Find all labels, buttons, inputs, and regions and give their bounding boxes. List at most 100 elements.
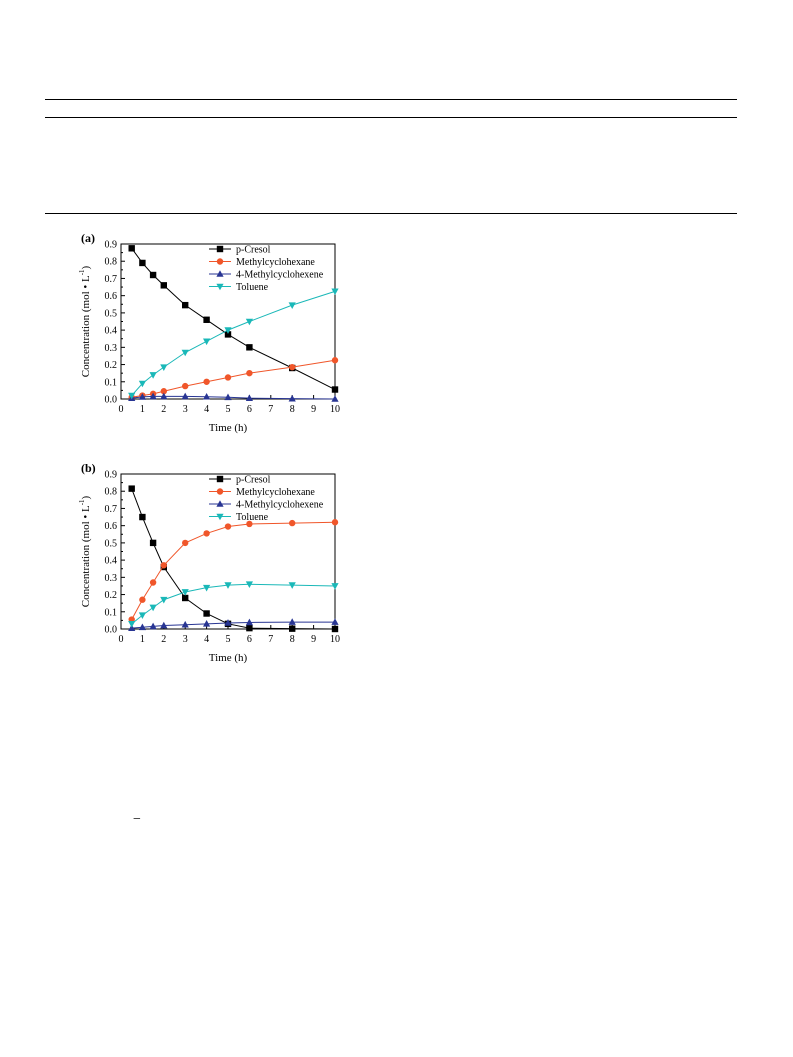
chart-a-data-point — [288, 302, 296, 309]
chart-b-ytick-label: 0.2 — [105, 590, 118, 601]
chart-a-data-point — [203, 392, 211, 400]
chart-b-data-point — [331, 519, 339, 526]
chart-a-legend-entry: p-Cresol — [209, 245, 271, 256]
chart-a-legend-marker — [216, 258, 224, 265]
chart-b-ytick-label: 0.6 — [105, 521, 118, 532]
chart-b-data-point — [224, 582, 232, 589]
chart-b-ytick-label: 0.8 — [105, 487, 118, 498]
chart-b-data-point — [181, 620, 189, 628]
chart-b-legend-marker — [216, 488, 224, 495]
chart-b-ylabel-text: Concentration (mol • L — [80, 505, 92, 607]
chart-b-data-point — [149, 604, 157, 612]
chart-b-data-point — [182, 594, 189, 602]
chart-b-data-point — [331, 625, 339, 633]
chart-a-xlabel: Time (h) — [209, 422, 248, 434]
chart-a-data-point — [181, 349, 189, 357]
chart-a-data-point — [224, 331, 232, 338]
chart-a-series-line — [131, 248, 336, 390]
chart-b: (b) 0.0 0.1 0.2 0.3 0.4 0.5 0.6 0.7 0.8 0.9 0 1 2 3 4 5 6… — [78, 461, 340, 664]
chart-a-data-point — [128, 245, 135, 252]
chart-a-data-point — [139, 259, 146, 267]
chart-b-xtick-label: 3 — [183, 634, 188, 645]
chart-a-ytick-label: 0.1 — [105, 377, 118, 388]
chart-b-data-point — [245, 618, 253, 626]
chart-b-data-point — [246, 520, 253, 528]
top-rule — [45, 99, 737, 100]
chart-b-ytick-label: 0.9 — [105, 470, 118, 481]
chart-b-data-point — [289, 519, 296, 527]
chart-a-ytick-label: 0.5 — [105, 308, 118, 319]
chart-b-data-point — [203, 584, 211, 592]
chart-a-series-2 — [128, 392, 339, 402]
chart-a-ylabel-text: Concentration (mol • L — [80, 275, 92, 377]
chart-a-xtick-label: 7 — [268, 404, 273, 415]
chart-b-ytick-label: 0.5 — [105, 538, 118, 549]
chart-b-ytick-label: 0.7 — [105, 504, 118, 515]
chart-b-xtick-label: 8 — [290, 634, 295, 645]
chart-b-legend-entry: 4-Methylcyclohexene — [209, 500, 324, 511]
chart-a-data-point — [331, 288, 339, 296]
chart-a-series-line — [131, 290, 336, 396]
chart-b-legend-marker — [216, 475, 224, 483]
chart-b-data-point — [149, 579, 157, 586]
chart-b-data-point — [203, 610, 210, 617]
chart-a-xtick-label: 9 — [311, 404, 316, 415]
chart-a-data-point — [182, 382, 189, 390]
chart-a-ytick-label: 0.2 — [105, 360, 118, 371]
chart-a-xtick-label: 3 — [183, 404, 188, 415]
chart-a-data-point — [288, 394, 296, 402]
chart-a-data-point — [203, 378, 210, 385]
chart-b-legend-entry: p-Cresol — [209, 475, 271, 486]
chart-a-legend-label: Toluene — [236, 282, 269, 293]
chart-a-data-point — [203, 316, 210, 323]
chart-a-legend-label: Methylcyclohexane — [236, 257, 315, 268]
chart-b-data-point — [182, 539, 189, 547]
chart-b-data-point — [181, 589, 189, 596]
chart-b-data-point — [289, 625, 296, 632]
chart-b-data-point — [331, 618, 339, 625]
chart-b-xtick-label: 0 — [119, 634, 124, 645]
chart-b-data-point — [139, 596, 146, 603]
chart-a-series-3 — [128, 288, 339, 400]
chart-a-ytick-label: 0.4 — [105, 326, 118, 337]
chart-b-legend-marker — [216, 513, 224, 521]
chart-b-series-line — [131, 521, 336, 620]
chart-b-legend-marker — [216, 500, 224, 507]
chart-b-data-point — [224, 619, 232, 626]
chart-b-data-point — [203, 530, 210, 537]
chart-b-ylabel-close: ) — [80, 495, 92, 499]
chart-b-xtick-label: 6 — [247, 634, 252, 645]
chart-a-legend-entry: 4-Methylcyclohexene — [209, 270, 324, 281]
chart-a-xtick-label: 8 — [290, 404, 295, 415]
chart-b-data-point — [128, 485, 135, 492]
chart-b-data-point — [288, 618, 296, 625]
chart-b-series-line — [131, 583, 336, 625]
chart-a-data-point — [289, 363, 296, 371]
chart-a-xtick-label: 0 — [119, 404, 124, 415]
chart-b-data-point — [245, 581, 253, 589]
chart-b-ytick-label: 0.1 — [105, 607, 118, 618]
chart-b-data-point — [224, 523, 232, 530]
chart-a-legend-entry: Toluene — [209, 282, 269, 293]
chart-a-xtick-label: 5 — [226, 404, 231, 415]
second-rule — [45, 117, 737, 118]
chart-a-legend-label: p-Cresol — [236, 245, 271, 256]
chart-a-data-point — [182, 301, 189, 309]
chart-b-legend-entry: Toluene — [209, 512, 269, 523]
third-rule — [45, 213, 737, 214]
chart-b-xtick-label: 1 — [140, 634, 145, 645]
chart-b-ytick-label: 0.4 — [105, 556, 118, 567]
chart-b-series-2 — [128, 618, 339, 631]
chart-a-data-point — [203, 338, 211, 346]
chart-a-data-point — [181, 392, 189, 400]
chart-a-data-point — [149, 372, 157, 379]
chart-b-panel-label: (b) — [81, 461, 96, 475]
chart-b-xlabel: Time (h) — [209, 652, 248, 664]
chart-a-data-point — [224, 327, 232, 334]
chart-b-ylabel: Concentration (mol • L-1) — [78, 495, 92, 607]
chart-a-legend-marker — [216, 245, 224, 253]
chart-b-data-point — [160, 621, 168, 629]
chart-a-xtick-label: 1 — [140, 404, 145, 415]
chart-a-data-point — [149, 392, 157, 400]
chart-a-data-point — [246, 344, 253, 351]
